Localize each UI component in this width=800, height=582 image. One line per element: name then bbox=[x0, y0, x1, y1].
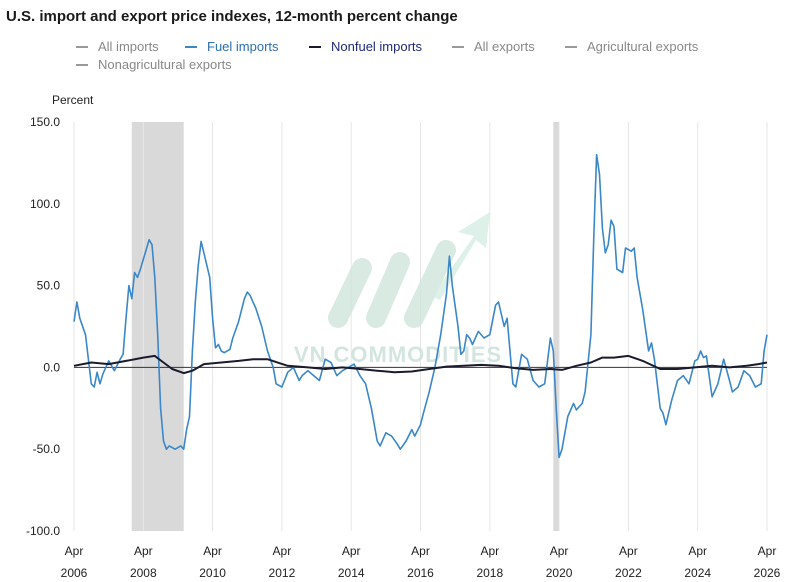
x-tick-year-label: 2016 bbox=[407, 566, 434, 580]
x-tick-year-label: 2022 bbox=[615, 566, 642, 580]
x-tick-month-label: Apr bbox=[342, 544, 361, 558]
watermark-stripe bbox=[366, 252, 410, 328]
watermark-stripe bbox=[328, 258, 372, 328]
legend-item-nonagricultural-exports[interactable]: Nonagricultural exports bbox=[76, 57, 232, 72]
x-tick-month-label: Apr bbox=[480, 544, 499, 558]
y-tick-label: -100.0 bbox=[26, 524, 60, 538]
x-tick-year-label: 2006 bbox=[61, 566, 88, 580]
x-tick-month-label: Apr bbox=[619, 544, 638, 558]
shaded-period-1 bbox=[553, 122, 560, 531]
watermark-stripe bbox=[404, 240, 456, 328]
x-tick-month-label: Apr bbox=[411, 544, 430, 558]
y-tick-label: -50.0 bbox=[33, 442, 61, 456]
chart-title: U.S. import and export price indexes, 12… bbox=[6, 8, 458, 25]
legend-item-agricultural-exports[interactable]: Agricultural exports bbox=[565, 39, 699, 54]
x-tick-year-label: 2014 bbox=[338, 566, 365, 580]
x-tick-year-label: 2026 bbox=[754, 566, 781, 580]
x-tick-month-label: Apr bbox=[550, 544, 569, 558]
legend-label: All imports bbox=[98, 39, 159, 54]
recession-shading bbox=[131, 122, 560, 531]
y-tick-label: 50.0 bbox=[37, 279, 61, 293]
x-tick-month-label: Apr bbox=[273, 544, 292, 558]
x-tick-year-label: 2020 bbox=[546, 566, 573, 580]
legend-label: Fuel imports bbox=[207, 39, 279, 54]
x-tick-year-label: 2008 bbox=[130, 566, 157, 580]
gridlines bbox=[73, 122, 768, 531]
legend: All imports Fuel imports Nonfuel imports Al… bbox=[76, 39, 699, 72]
watermark: VN COMMODITIES bbox=[294, 212, 502, 367]
x-tick-month-label: Apr bbox=[65, 544, 84, 558]
nonfuel-imports-line bbox=[73, 354, 768, 375]
x-tick-year-label: 2010 bbox=[199, 566, 226, 580]
x-tick-year-label: 2018 bbox=[476, 566, 503, 580]
x-axis-ticks: Apr 2006 Apr 2008 Apr 2010 Apr 2012 Apr 2014 Apr 20… bbox=[61, 544, 781, 580]
x-tick-month-label: Apr bbox=[134, 544, 153, 558]
y-tick-label: 100.0 bbox=[30, 197, 60, 211]
y-tick-label: 150.0 bbox=[30, 115, 60, 129]
x-tick-year-label: 2012 bbox=[269, 566, 296, 580]
y-axis-title: Percent bbox=[52, 93, 94, 107]
x-tick-month-label: Apr bbox=[203, 544, 222, 558]
y-tick-label: 0.0 bbox=[43, 360, 60, 374]
x-tick-year-label: 2024 bbox=[684, 566, 711, 580]
fuel-imports-line bbox=[73, 153, 768, 459]
legend-label: Nonagricultural exports bbox=[98, 57, 232, 72]
x-tick-month-label: Apr bbox=[688, 544, 707, 558]
legend-item-fuel-imports[interactable]: Fuel imports bbox=[185, 39, 279, 54]
legend-item-all-exports[interactable]: All exports bbox=[452, 39, 535, 54]
x-tick-month-label: Apr bbox=[758, 544, 777, 558]
legend-label: Nonfuel imports bbox=[331, 39, 423, 54]
legend-item-nonfuel-imports[interactable]: Nonfuel imports bbox=[309, 39, 423, 54]
legend-label: All exports bbox=[474, 39, 535, 54]
watermark-text: VN COMMODITIES bbox=[294, 342, 502, 367]
legend-label: Agricultural exports bbox=[587, 39, 699, 54]
y-axis-ticks: -100.0 -50.0 0.0 50.0 100.0 150.0 bbox=[26, 115, 60, 538]
watermark-arrow-icon bbox=[432, 212, 490, 300]
series-lines bbox=[73, 153, 768, 459]
legend-item-all-imports[interactable]: All imports bbox=[76, 39, 159, 54]
